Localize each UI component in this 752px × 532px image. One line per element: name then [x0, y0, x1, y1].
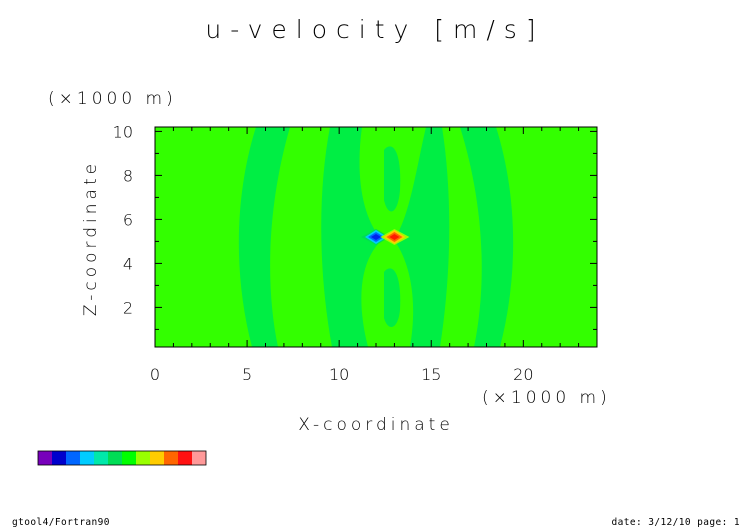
negative-extremum [361, 229, 390, 245]
colorbar-swatch [164, 451, 178, 465]
x-tick-label: 5 [242, 365, 252, 384]
extremum-core [389, 234, 400, 240]
contour-band-left [238, 127, 290, 347]
footer-right: date: 3/12/10 page: 1 [611, 517, 740, 528]
x-axis-label: X-coordinate [298, 415, 454, 435]
colorbar-swatch [38, 451, 52, 465]
plot-area [155, 127, 597, 347]
footer-left: gtool4/Fortran90 [12, 517, 110, 528]
x-axis-ticks: 0 5 10 15 20 [150, 127, 598, 384]
colorbar-swatch [94, 451, 108, 465]
colorbar-swatch [192, 451, 206, 465]
extremum-core [371, 234, 381, 240]
x-tick-label: 0 [150, 365, 160, 384]
contour-lobe-top [384, 146, 401, 212]
colorbar [37, 450, 207, 466]
y-tick-label: 10 [113, 122, 133, 141]
y-axis-label: Z-coordinate [81, 160, 101, 316]
x-tick-label: 20 [513, 365, 533, 384]
colorbar-swatch [122, 451, 136, 465]
positive-extremum [380, 229, 410, 245]
colorbar-swatch [108, 451, 122, 465]
contour-band-right [460, 127, 514, 347]
colorbar-swatch [136, 451, 150, 465]
colorbar-swatch [52, 451, 66, 465]
y-tick-label: 8 [123, 166, 133, 185]
y-tick-label: 4 [123, 254, 133, 273]
chart-title: u-velocity [m/s] [205, 15, 544, 44]
colorbar-swatch [178, 451, 192, 465]
extrema-layer [361, 229, 410, 245]
colorbar-swatch [150, 451, 164, 465]
x-axis-unit: (×1000 m) [482, 388, 611, 408]
x-tick-label: 10 [329, 365, 349, 384]
colorbar-swatch [80, 451, 94, 465]
colorbar-swatch [66, 451, 80, 465]
y-tick-label: 6 [123, 210, 133, 229]
colorbar-frame [37, 450, 207, 466]
contour-band-center-left [321, 127, 382, 347]
y-axis-ticks: 2 4 6 8 10 [113, 122, 597, 330]
y-axis-unit: (×1000 m) [48, 89, 177, 109]
y-tick-label: 2 [123, 298, 133, 317]
contour-band-center-right [394, 127, 450, 347]
contour-lobe-bottom [384, 268, 401, 328]
x-tick-label: 15 [421, 365, 441, 384]
